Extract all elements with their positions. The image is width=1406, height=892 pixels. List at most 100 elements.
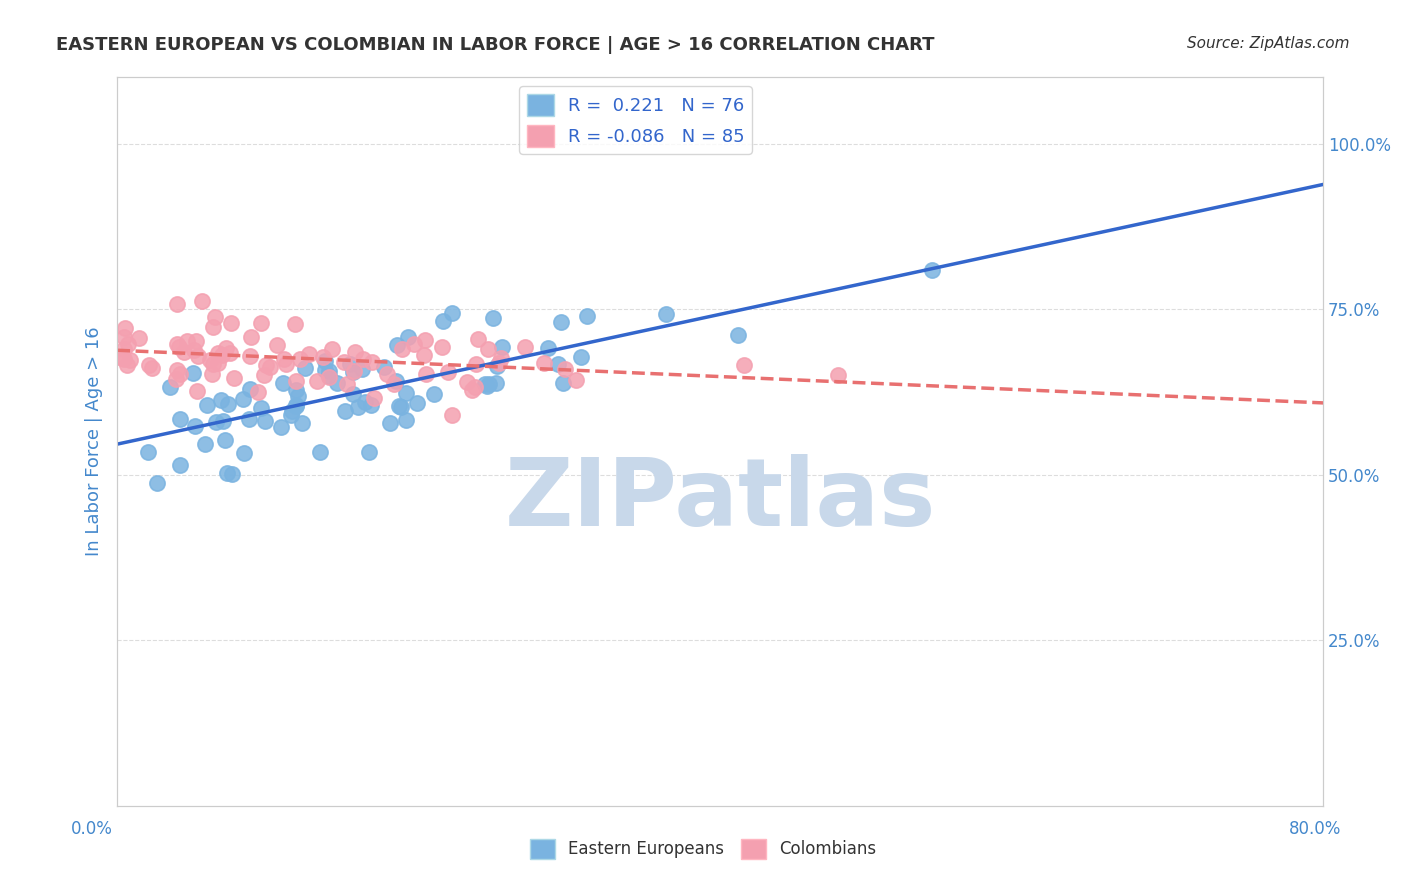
- Point: [547, 357, 569, 371]
- Point: [280, 408, 302, 422]
- Point: [207, 356, 229, 370]
- Point: [287, 388, 309, 402]
- Point: [478, 377, 501, 392]
- Point: [221, 467, 243, 482]
- Point: [343, 344, 366, 359]
- Point: [321, 343, 343, 357]
- Point: [273, 376, 295, 390]
- Point: [437, 365, 460, 379]
- Point: [201, 367, 224, 381]
- Text: ZIPatlas: ZIPatlas: [505, 454, 936, 546]
- Point: [385, 374, 408, 388]
- Point: [259, 359, 281, 374]
- Point: [380, 417, 402, 431]
- Point: [298, 347, 321, 361]
- Point: [342, 387, 364, 401]
- Point: [284, 374, 307, 388]
- Point: [215, 466, 238, 480]
- Point: [388, 399, 411, 413]
- Text: 0.0%: 0.0%: [70, 820, 112, 838]
- Point: [194, 436, 217, 450]
- Point: [360, 398, 382, 412]
- Point: [181, 366, 204, 380]
- Point: [464, 380, 486, 394]
- Point: [169, 340, 191, 354]
- Point: [238, 412, 260, 426]
- Point: [550, 315, 572, 329]
- Point: [357, 444, 380, 458]
- Point: [254, 359, 277, 373]
- Point: [211, 348, 233, 362]
- Point: [486, 359, 509, 373]
- Point: [477, 342, 499, 356]
- Point: [273, 351, 295, 366]
- Point: [224, 371, 246, 385]
- Point: [294, 360, 316, 375]
- Point: [482, 311, 505, 326]
- Point: [537, 341, 560, 355]
- Point: [464, 357, 486, 371]
- Point: [373, 359, 395, 374]
- Point: [166, 363, 188, 377]
- Point: [112, 342, 135, 356]
- Point: [342, 365, 364, 379]
- Point: [217, 397, 239, 411]
- Text: EASTERN EUROPEAN VS COLOMBIAN IN LABOR FORCE | AGE > 16 CORRELATION CHART: EASTERN EUROPEAN VS COLOMBIAN IN LABOR F…: [56, 36, 935, 54]
- Point: [382, 377, 405, 392]
- Point: [339, 357, 361, 371]
- Point: [314, 362, 336, 376]
- Point: [727, 327, 749, 342]
- Point: [551, 376, 574, 391]
- Point: [485, 376, 508, 391]
- Point: [733, 359, 755, 373]
- Point: [284, 383, 307, 397]
- Point: [166, 297, 188, 311]
- Point: [219, 317, 242, 331]
- Point: [159, 380, 181, 394]
- Point: [207, 346, 229, 360]
- Point: [198, 353, 221, 368]
- Point: [314, 354, 336, 368]
- Point: [474, 377, 496, 392]
- Point: [475, 379, 498, 393]
- Point: [402, 336, 425, 351]
- Point: [205, 415, 228, 429]
- Point: [395, 386, 418, 401]
- Point: [204, 310, 226, 325]
- Point: [191, 294, 214, 309]
- Point: [430, 340, 453, 354]
- Point: [326, 376, 349, 391]
- Point: [336, 376, 359, 391]
- Point: [183, 343, 205, 357]
- Point: [333, 404, 356, 418]
- Point: [395, 413, 418, 427]
- Point: [138, 444, 160, 458]
- Text: 80.0%: 80.0%: [1288, 820, 1341, 838]
- Point: [128, 331, 150, 345]
- Point: [184, 334, 207, 348]
- Point: [266, 338, 288, 352]
- Point: [389, 401, 412, 415]
- Point: [385, 338, 408, 352]
- Point: [253, 368, 276, 382]
- Point: [201, 357, 224, 371]
- Point: [318, 370, 340, 384]
- Point: [352, 362, 374, 376]
- Point: [461, 383, 484, 397]
- Point: [412, 348, 434, 362]
- Point: [214, 341, 236, 355]
- Point: [312, 351, 335, 365]
- Point: [347, 400, 370, 414]
- Point: [284, 317, 307, 331]
- Point: [921, 263, 943, 277]
- Point: [456, 375, 478, 389]
- Point: [377, 367, 399, 381]
- Point: [291, 416, 314, 430]
- Point: [318, 364, 340, 378]
- Point: [533, 356, 555, 370]
- Point: [467, 332, 489, 346]
- Point: [176, 334, 198, 349]
- Point: [112, 351, 135, 366]
- Point: [354, 394, 377, 409]
- Point: [274, 358, 297, 372]
